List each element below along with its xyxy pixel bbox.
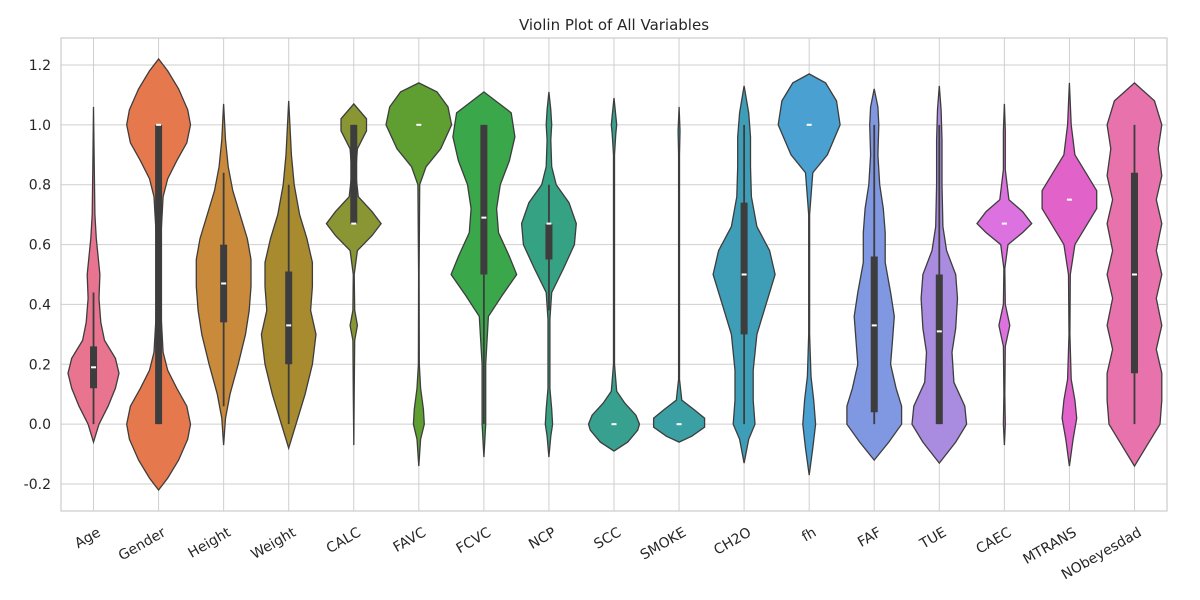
x-tick-label: TUE (916, 525, 949, 553)
x-tick-label: CH2O (711, 525, 754, 559)
x-tick-label: FCVC (454, 524, 494, 557)
violin-body (976, 103, 1033, 446)
violin-smoke (652, 106, 706, 443)
violin-age (67, 106, 120, 445)
x-tick-label: fh (799, 525, 819, 546)
x-tick-label: Weight (248, 524, 299, 562)
y-tick-label: 0.6 (29, 238, 51, 254)
violin-body (652, 106, 706, 443)
x-tick-label: CALC (324, 525, 364, 557)
violin-tue (911, 85, 968, 465)
violin-body (587, 97, 641, 452)
violin-calc (325, 102, 382, 446)
violin-nobeyesdad (1106, 82, 1163, 468)
x-tick-label: NCP (526, 525, 559, 553)
violin-gender (126, 57, 192, 492)
violin-body (777, 73, 841, 476)
violin-body (325, 102, 382, 446)
violin-weight (260, 100, 317, 451)
violin-scc (587, 97, 641, 452)
y-tick-label: 0.0 (29, 417, 51, 433)
x-tick-label: Height (186, 524, 235, 561)
x-tick-label: FAVC (391, 525, 429, 556)
x-tick-label: SCC (591, 524, 624, 552)
violin-favc (385, 82, 453, 467)
plot-frame (60, 37, 1168, 512)
violin-fh (777, 73, 841, 476)
y-tick-label: 0.8 (29, 178, 51, 194)
y-tick-label: 0.4 (29, 297, 51, 313)
x-tick-label: MTRANS (1021, 525, 1080, 568)
chart-title: Violin Plot of All Variables (519, 16, 709, 34)
x-tick-label: Gender (116, 524, 169, 564)
violin-ncp (520, 91, 577, 458)
x-tick-label: Age (72, 525, 103, 552)
violin-body (1041, 82, 1098, 467)
y-tick-label: -0.2 (24, 477, 51, 493)
violin-faf (846, 88, 903, 462)
violin-caec (976, 103, 1033, 446)
violin-fcvc (450, 91, 518, 458)
y-tick-label: 1.0 (29, 118, 51, 134)
violins (67, 57, 1163, 492)
x-tick-label: FAF (855, 525, 884, 551)
y-axis-ticks: -0.2 0.0 0.2 0.4 0.6 0.8 1.0 1.2 (24, 58, 51, 493)
x-tick-label: CAEC (973, 525, 1014, 558)
y-tick-label: 1.2 (29, 58, 51, 74)
violin-mtrans (1041, 82, 1098, 467)
x-axis-ticks: Age Gender Height Weight CALC FAVC FCVC NCP SCC S… (72, 524, 1144, 583)
violin-ch2o (712, 85, 776, 464)
violin-body (67, 106, 120, 445)
violin-body (385, 82, 453, 467)
violin-height (195, 103, 252, 446)
x-tick-label: SMOKE (638, 525, 689, 564)
y-tick-label: 0.2 (29, 357, 51, 373)
